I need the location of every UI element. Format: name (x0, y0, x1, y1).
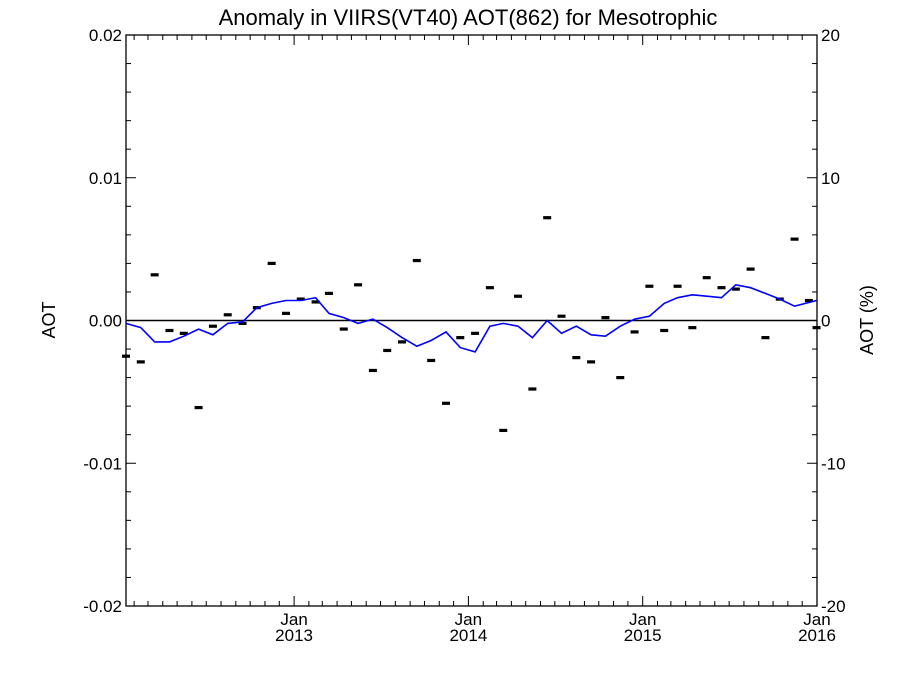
data-point (136, 360, 145, 364)
data-point (354, 283, 363, 287)
data-point (324, 291, 333, 295)
data-point (179, 331, 188, 335)
data-point (456, 336, 465, 340)
data-point (223, 313, 232, 317)
data-point (645, 284, 654, 288)
data-point (616, 376, 625, 380)
y-tick-label-right: 0 (821, 312, 830, 331)
data-point (804, 298, 813, 303)
data-point (165, 328, 174, 333)
y-tick-label-right: -10 (821, 454, 846, 473)
x-tick-label-year: 2015 (624, 626, 662, 645)
data-point (514, 294, 523, 298)
data-point (543, 216, 552, 220)
data-point (688, 326, 697, 330)
data-point (601, 316, 610, 320)
x-tick-label-year: 2014 (449, 626, 487, 645)
x-tick-label-month: Jan (803, 610, 830, 629)
data-point (790, 237, 799, 241)
data-point (267, 261, 276, 265)
data-point (368, 368, 377, 373)
data-point (339, 327, 348, 331)
data-point (441, 401, 450, 405)
data-point (194, 405, 203, 410)
data-point (122, 354, 130, 358)
data-point (471, 331, 480, 335)
y-tick-label-left: -0.01 (83, 454, 122, 473)
data-point (731, 287, 740, 291)
y-tick-label-left: 0.01 (89, 169, 122, 188)
data-point (587, 360, 596, 364)
data-point (702, 276, 711, 280)
data-point (427, 358, 436, 363)
data-point (485, 286, 494, 290)
x-tick-label-month: Jan (629, 610, 656, 629)
data-point (499, 428, 508, 433)
tick-labels: 0.020.010.00-0.01-0.0220100-10-20Jan2013… (83, 26, 845, 645)
data-point (296, 297, 305, 301)
y-tick-label-right: 20 (821, 26, 840, 45)
data-point (673, 284, 682, 288)
y-tick-label-left: -0.02 (83, 597, 122, 616)
y-tick-label-left: 0.02 (89, 26, 122, 45)
data-point (311, 300, 320, 304)
data-point (761, 336, 770, 340)
data-point (398, 340, 407, 344)
data-point (150, 273, 159, 277)
y-tick-label-right: -20 (821, 597, 846, 616)
y-tick-label-left: 0.00 (89, 312, 122, 331)
data-point (630, 330, 639, 334)
data-point (528, 387, 537, 391)
y-axis-label-right: AOT (%) (857, 285, 877, 355)
smoothed-line (125, 283, 817, 353)
data-point (572, 356, 581, 360)
data-point (412, 258, 421, 263)
chart-title: Anomaly in VIIRS(VT40) AOT(862) for Meso… (219, 5, 718, 30)
data-point (208, 324, 217, 328)
data-point (281, 311, 290, 315)
tick-marks (126, 34, 818, 607)
anomaly-points (122, 216, 821, 433)
data-point (238, 321, 247, 325)
data-point (717, 286, 726, 290)
x-tick-label-year: 2016 (798, 626, 836, 645)
x-tick-label-month: Jan (280, 610, 307, 629)
smoothed-series (125, 283, 817, 353)
data-point (746, 267, 755, 271)
y-axis-label-left: AOT (39, 301, 59, 338)
data-point (383, 348, 392, 353)
x-tick-label-month: Jan (455, 610, 482, 629)
data-point (812, 326, 821, 330)
y-tick-label-right: 10 (821, 169, 840, 188)
data-point (557, 314, 566, 318)
x-tick-label-year: 2013 (275, 626, 313, 645)
data-point (660, 328, 669, 333)
